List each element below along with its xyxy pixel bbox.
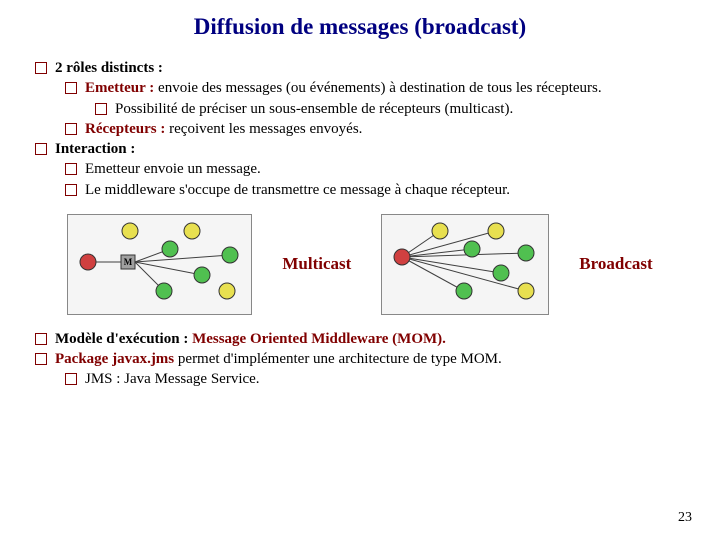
diagram-row: M Multicast Broadcast: [35, 214, 685, 315]
bullet-icon: [35, 143, 47, 155]
bullet-icon: [35, 333, 47, 345]
bullet-icon: [35, 62, 47, 74]
bullet-package: Package javax.jms permet d'implémenter u…: [35, 349, 685, 369]
bullet-interaction: Interaction :: [35, 139, 685, 159]
bullet-icon: [95, 103, 107, 115]
multicast-svg: M: [72, 219, 247, 305]
bullet-icon: [65, 82, 77, 94]
bullet-recepteurs: Récepteurs : reçoivent les messages envo…: [65, 119, 685, 139]
page-number: 23: [678, 510, 692, 526]
bullet-emetteur: Emetteur : envoie des messages (ou événe…: [65, 78, 685, 98]
bullet-multicast-note: Possibilité de préciser un sous-ensemble…: [95, 99, 685, 119]
bullet-roles: 2 rôles distincts :: [35, 58, 685, 78]
bullet-icon: [65, 163, 77, 175]
bullet-interaction-a: Emetteur envoie un message.: [65, 159, 685, 179]
bullet-icon: [65, 123, 77, 135]
broadcast-label: Broadcast: [579, 254, 652, 274]
bullet-icon: [65, 184, 77, 196]
bullet-icon: [35, 353, 47, 365]
broadcast-svg: [386, 219, 544, 305]
bullet-jms: JMS : Java Message Service.: [65, 369, 685, 389]
bullet-icon: [65, 373, 77, 385]
bullet-interaction-b: Le middleware s'occupe de transmettre ce…: [65, 180, 685, 200]
multicast-diagram: M: [67, 214, 252, 315]
svg-text:M: M: [124, 257, 133, 267]
slide-title: Diffusion de messages (broadcast): [35, 14, 685, 40]
bullet-model: Modèle d'exécution : Message Oriented Mi…: [35, 329, 685, 349]
broadcast-diagram: [381, 214, 549, 315]
multicast-label: Multicast: [282, 254, 351, 274]
